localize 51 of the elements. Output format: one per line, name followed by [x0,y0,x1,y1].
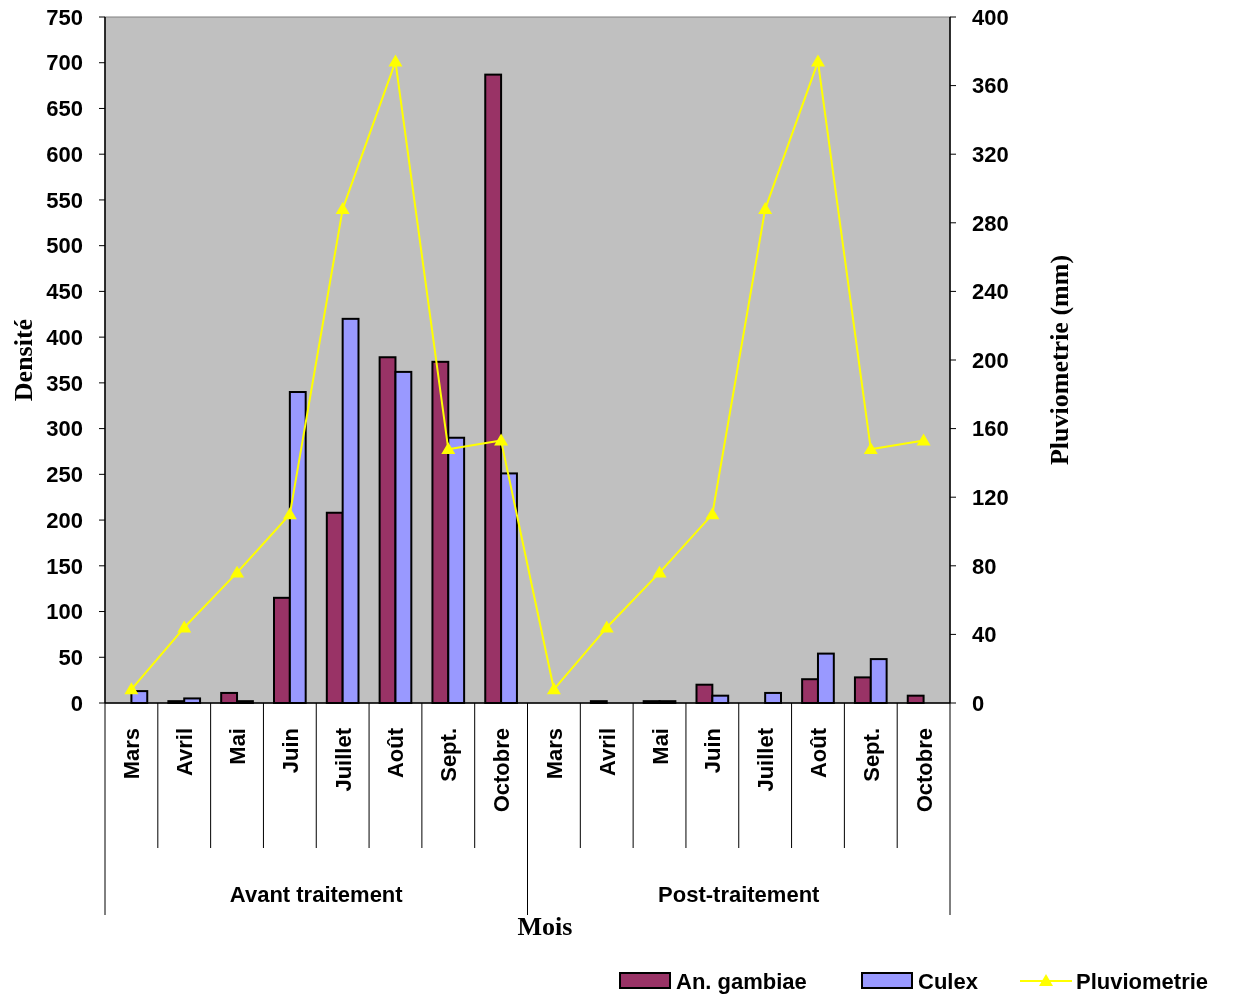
y-tick-label: 400 [46,324,83,350]
x-tick-label: Mai [225,728,251,765]
legend-label: An. gambiae [676,968,807,994]
y-tick-label: 0 [70,690,83,716]
y2-tick-label: 360 [972,73,1009,99]
y-tick-label: 700 [46,50,83,76]
y-tick-label: 300 [46,416,83,442]
y2-tick-label: 240 [972,279,1009,305]
x-tick-label: Mars [541,728,567,780]
x-tick-label: Sept. [858,728,884,782]
x-tick-label: Octobre [911,728,937,813]
y2-tick-label: 80 [972,553,997,579]
x-axis-title: Mois [517,912,573,941]
y-tick-label: 100 [46,599,83,625]
y-tick-label: 50 [58,644,83,670]
y2-tick-label: 280 [972,210,1009,236]
y-tick-label: 650 [46,96,83,122]
y2-tick-label: 120 [972,484,1009,510]
x-tick-label: Avril [594,728,620,777]
y2-tick-label: 400 [972,4,1009,30]
y2-tick-label: 200 [972,347,1009,373]
y2-tick-label: 40 [972,622,997,648]
x-tick-label: Octobre [489,728,515,813]
y-tick-label: 350 [46,370,83,396]
x-tick-label: Juillet [330,727,356,792]
y-tick-label: 250 [46,462,83,488]
y-tick-label: 150 [46,553,83,579]
legend-label: Culex [918,968,979,994]
y2-tick-label: 0 [972,690,985,716]
y-tick-label: 600 [46,141,83,167]
x-tick-label: Mars [119,728,145,780]
y-tick-label: 200 [46,507,83,533]
y-tick-label: 750 [46,4,83,30]
legend-label: Pluviometrie [1076,968,1209,994]
y-tick-label: 500 [46,233,83,259]
x-tick-label: Août [383,727,409,779]
x-tick-label: Mai [647,728,673,765]
x-tick-label: Août [805,727,831,779]
x-tick-label: Avril [172,728,198,777]
y2-tick-label: 160 [972,416,1009,442]
y2-axis-title: Pluviometrie (mm) [1045,254,1074,466]
y-tick-label: 450 [46,279,83,305]
x-tick-label: Juin [277,728,303,774]
text: Avant traitement [229,882,404,907]
text: Post-traitement [658,882,821,907]
y2-tick-label: 320 [972,141,1009,167]
y-axis-title: Densité [9,318,38,402]
y-tick-label: 550 [46,187,83,213]
x-tick-label: Juillet [753,727,779,792]
x-tick-label: Sept. [436,728,462,782]
x-tick-label: Juin [700,728,726,774]
